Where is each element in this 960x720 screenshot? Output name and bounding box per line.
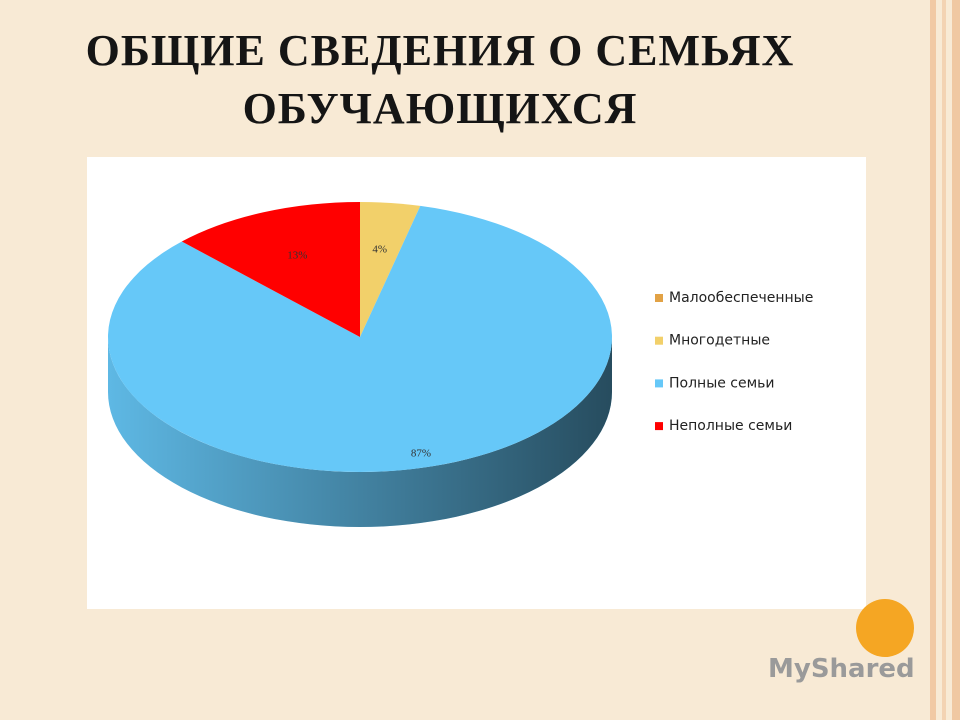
slice — [181, 202, 360, 337]
legend-swatch — [655, 422, 663, 431]
pie: 4% 87% 13% — [107, 202, 612, 527]
data-label: 13% — [287, 249, 307, 261]
legend-label: Малообеспеченные — [669, 290, 813, 306]
legend-swatch — [655, 294, 663, 302]
slice — [107, 205, 612, 472]
legend-label: Неполные семьи — [669, 418, 792, 434]
legend-label: Полные семьи — [669, 375, 775, 391]
legend: Малообеспеченные Многодетные Полные семьи Н… — [655, 290, 813, 434]
data-label: 87% — [411, 448, 431, 460]
legend-swatch — [655, 379, 663, 388]
border-stripe — [942, 0, 946, 720]
legend-label: Многодетные — [669, 333, 770, 349]
slice — [360, 202, 421, 337]
legend-swatch — [655, 336, 663, 345]
data-label: 4% — [372, 243, 387, 255]
border-stripe — [930, 0, 936, 720]
slice-side-shade — [108, 337, 612, 527]
border-stripe — [952, 0, 960, 720]
decor-circle — [856, 599, 914, 657]
slide-title: ОБЩИЕ СВЕДЕНИЯ О СЕМЬЯХ ОБУЧАЮЩИХСЯ — [85, 26, 795, 133]
watermark: MyShared — [768, 654, 915, 684]
